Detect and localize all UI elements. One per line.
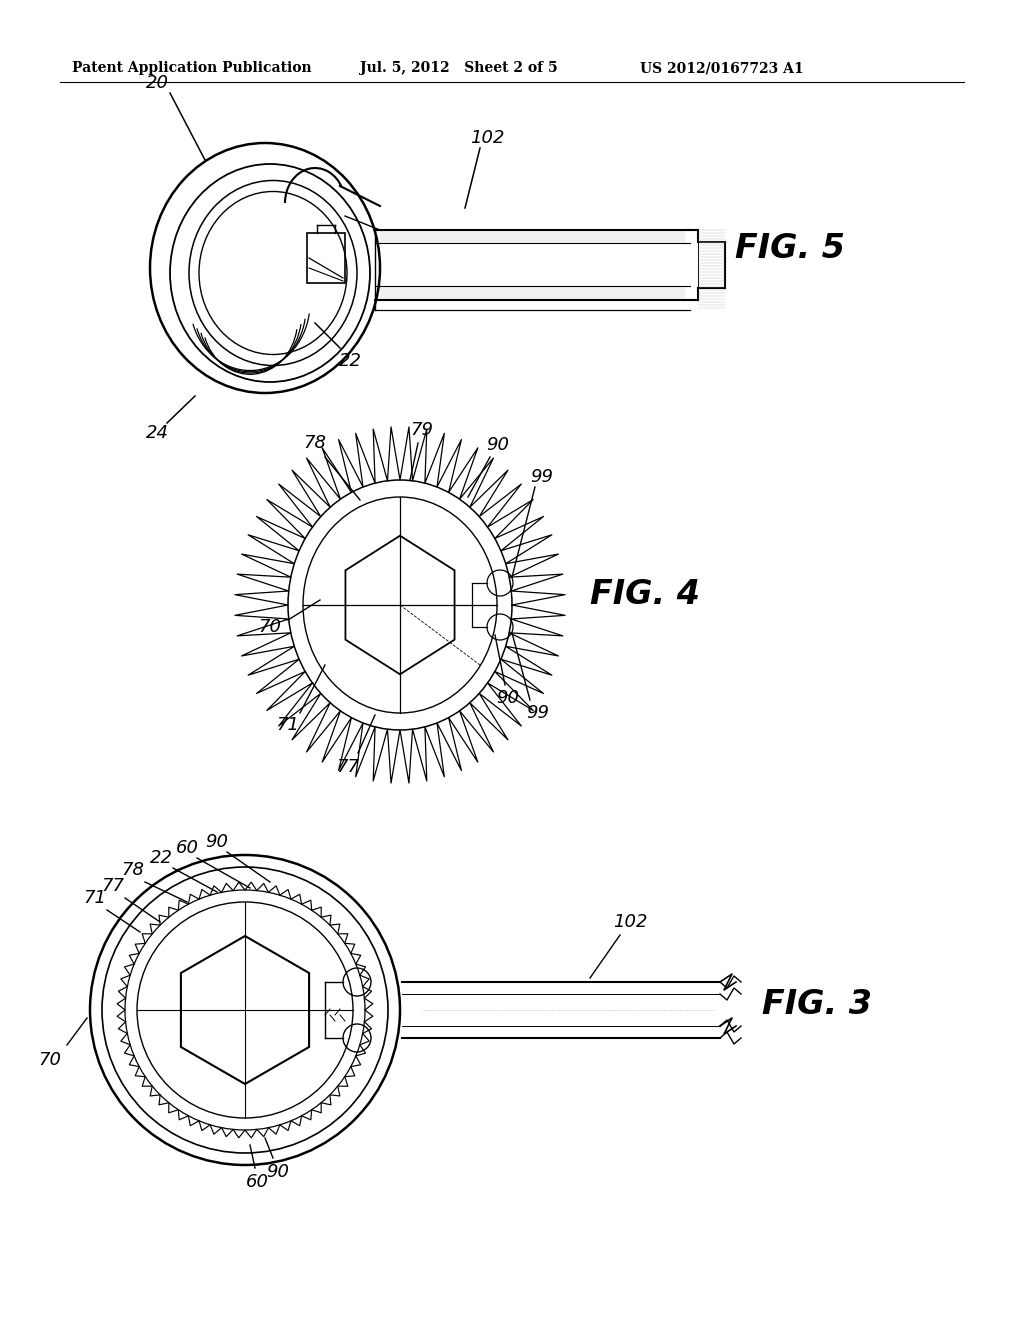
- Text: US 2012/0167723 A1: US 2012/0167723 A1: [640, 61, 804, 75]
- Text: 78: 78: [303, 434, 327, 451]
- Text: 79: 79: [411, 421, 433, 440]
- Text: 99: 99: [530, 469, 554, 486]
- Text: 22: 22: [150, 849, 172, 867]
- Text: 102: 102: [612, 913, 647, 931]
- Text: 71: 71: [276, 715, 299, 734]
- Text: 71: 71: [84, 888, 106, 907]
- Text: 22: 22: [339, 352, 361, 370]
- Text: 70: 70: [258, 618, 282, 636]
- Text: 60: 60: [246, 1173, 268, 1191]
- Text: 60: 60: [175, 840, 199, 857]
- Text: 90: 90: [206, 833, 228, 851]
- Text: 99: 99: [526, 704, 550, 722]
- Text: 77: 77: [337, 758, 359, 776]
- Text: Patent Application Publication: Patent Application Publication: [72, 61, 311, 75]
- Text: 90: 90: [266, 1163, 290, 1181]
- Text: 102: 102: [470, 129, 504, 147]
- Text: 90: 90: [486, 436, 510, 454]
- Text: 70: 70: [39, 1051, 61, 1069]
- Text: FIG. 4: FIG. 4: [590, 578, 700, 611]
- Text: 24: 24: [145, 424, 169, 442]
- Text: FIG. 3: FIG. 3: [762, 989, 872, 1022]
- Text: 20: 20: [145, 74, 169, 92]
- Text: FIG. 5: FIG. 5: [735, 231, 845, 264]
- Text: Jul. 5, 2012   Sheet 2 of 5: Jul. 5, 2012 Sheet 2 of 5: [360, 61, 558, 75]
- Text: 77: 77: [101, 876, 125, 895]
- Text: 78: 78: [122, 861, 144, 879]
- Text: 90: 90: [497, 689, 519, 708]
